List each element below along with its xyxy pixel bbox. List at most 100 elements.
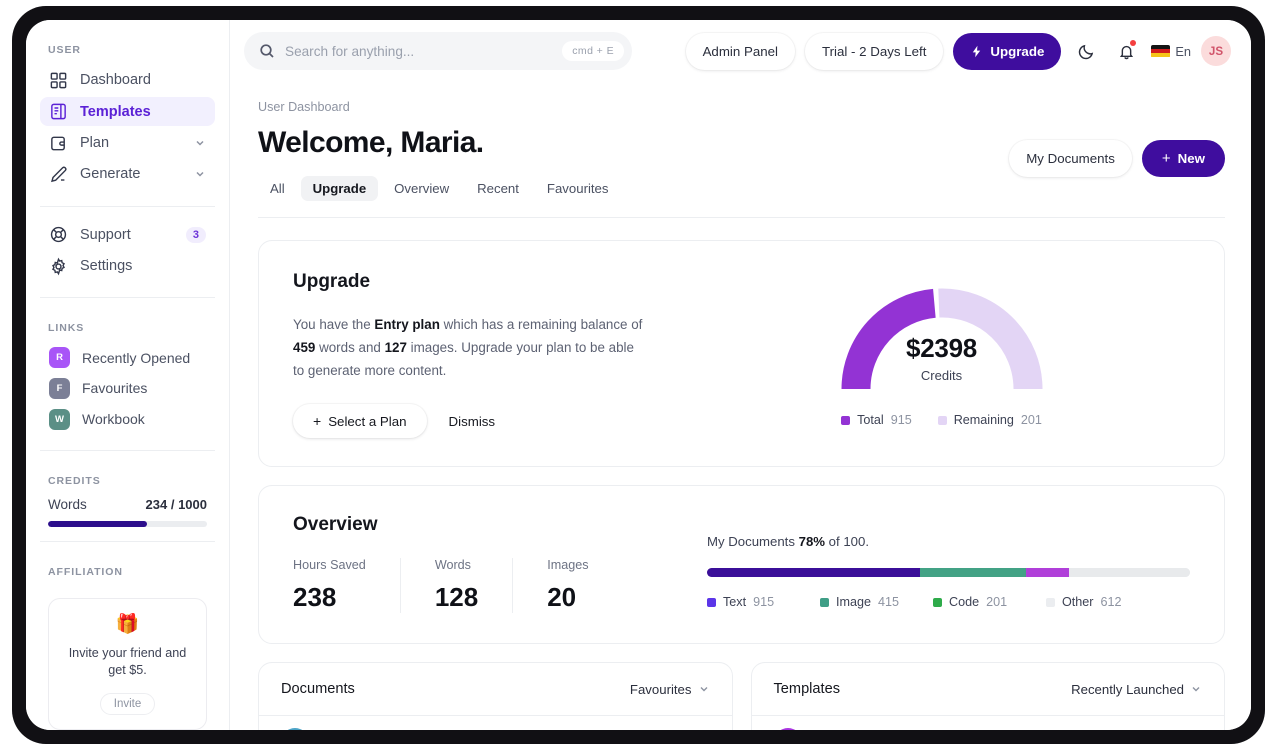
search-shortcut-badge: cmd + E xyxy=(562,41,624,61)
language-selector[interactable]: En xyxy=(1151,36,1191,66)
tab-overview[interactable]: Overview xyxy=(394,181,450,196)
sidebar-item-label: Support xyxy=(80,226,131,243)
trial-status-pill[interactable]: Trial - 2 Days Left xyxy=(804,32,944,70)
documents-card-header: Documents Favourites xyxy=(259,663,732,717)
sidebar-item-plan[interactable]: Plan xyxy=(40,129,215,157)
tab-recent[interactable]: Recent xyxy=(477,181,519,196)
documents-card: Documents Favourites Untitled Document i… xyxy=(258,662,733,730)
dark-mode-toggle[interactable] xyxy=(1071,36,1101,66)
templates-filter-label: Recently Launched xyxy=(1071,681,1184,697)
upgrade-text-part: You have the xyxy=(293,317,375,332)
upgrade-text-part: images. Upgrade your plan to be able to … xyxy=(293,340,634,379)
sidebar-item-settings[interactable]: Settings xyxy=(40,252,215,280)
sidebar-divider-2 xyxy=(40,297,215,299)
upgrade-button-label: Upgrade xyxy=(990,43,1045,59)
legend-label: Remaining xyxy=(953,413,1014,427)
overview-card-title: Overview xyxy=(293,514,378,536)
sidebar-item-generate[interactable]: Generate xyxy=(40,160,215,188)
sidebar-item-support[interactable]: Support 3 xyxy=(40,221,215,249)
stat-label: Words xyxy=(434,558,471,573)
select-a-plan-button[interactable]: + Select a Plan xyxy=(293,404,427,439)
link-key-badge: W xyxy=(49,408,70,430)
legend-swatch xyxy=(820,597,829,607)
sidebar-section-links: LINKS xyxy=(48,322,85,335)
search-input-placeholder[interactable]: Search for anything... xyxy=(285,43,415,59)
support-badge: 3 xyxy=(185,226,206,243)
bell-icon xyxy=(1119,45,1133,59)
sidebar-divider-1 xyxy=(40,205,215,207)
lifebuoy-icon xyxy=(49,225,68,244)
documents-stacked-bar-chart: My Documents 78% of 100. Text 915 xyxy=(683,514,1190,613)
sidebar-item-label: Dashboard xyxy=(80,72,151,89)
stat-hours-saved: Hours Saved 238 xyxy=(293,558,401,614)
credits-label: Words xyxy=(48,497,87,513)
list-item[interactable]: Blog Post Title in Workbook xyxy=(752,716,1225,730)
language-label: En xyxy=(1175,43,1191,59)
credits-gauge-chart: $2398 Credits Total 915 xyxy=(693,271,1190,438)
upgrade-card: Upgrade You have the Entry plan which ha… xyxy=(258,240,1225,468)
sidebar-item-label: Generate xyxy=(80,166,141,183)
sidebar-link-workbook[interactable]: W Workbook xyxy=(40,406,215,433)
legend-item-code: Code 201 xyxy=(933,595,1046,609)
german-flag-icon xyxy=(1151,44,1171,58)
stat-value: 128 xyxy=(434,582,479,613)
templates-card: Templates Recently Launched Blog Post Ti… xyxy=(750,662,1225,730)
legend-label: Text xyxy=(723,595,747,610)
upgrade-button[interactable]: Upgrade xyxy=(953,32,1062,70)
legend-swatch xyxy=(937,415,947,425)
legend-item-total: Total 915 xyxy=(841,413,912,427)
notifications-button[interactable] xyxy=(1111,36,1141,66)
new-button-label: New xyxy=(1177,151,1205,166)
templates-filter-dropdown[interactable]: Recently Launched xyxy=(1071,682,1202,697)
list-item[interactable]: Untitled Document in Workbook xyxy=(259,716,732,730)
sidebar-item-label: Templates xyxy=(80,103,151,120)
documents-filter-dropdown[interactable]: Favourites xyxy=(630,682,710,697)
stacked-bar-segment xyxy=(707,568,920,578)
invite-button[interactable]: Invite xyxy=(99,693,156,716)
tab-all[interactable]: All xyxy=(270,181,285,196)
stacked-bar-segment xyxy=(1025,568,1070,578)
dismiss-button[interactable]: Dismiss xyxy=(448,413,496,429)
tab-upgrade[interactable]: Upgrade xyxy=(300,176,379,201)
chevron-down-icon xyxy=(196,141,204,146)
templates-card-header: Templates Recently Launched xyxy=(751,663,1224,717)
device-frame: USER Dashboard Templates xyxy=(12,6,1265,744)
sidebar-item-templates[interactable]: Templates xyxy=(40,97,215,126)
admin-panel-button[interactable]: Admin Panel xyxy=(685,32,795,70)
templates-card-title: Templates xyxy=(773,681,841,698)
legend-value: 612 xyxy=(1100,595,1122,610)
plan-name: Entry plan xyxy=(374,317,440,332)
pen-icon xyxy=(49,165,68,184)
search-bar[interactable]: Search for anything... cmd + E xyxy=(244,32,632,70)
legend-swatch xyxy=(1046,597,1055,607)
gauge-center-text: $2398 Credits xyxy=(827,333,1057,383)
legend-label: Total xyxy=(857,413,884,427)
my-documents-button[interactable]: My Documents xyxy=(1009,140,1132,177)
hero-section: User Dashboard Welcome, Maria. All Upgra… xyxy=(230,82,1251,218)
avatar[interactable]: JS xyxy=(1201,36,1231,66)
upgrade-card-text: You have the Entry plan which has a rema… xyxy=(293,313,645,382)
tab-favourites[interactable]: Favourites xyxy=(546,181,609,196)
sidebar-section-affiliation: AFFILIATION xyxy=(48,566,123,579)
link-key-badge: F xyxy=(49,377,70,399)
credits-row: Words 234 / 1000 xyxy=(40,497,215,512)
images-remaining: 127 xyxy=(384,340,407,356)
new-button[interactable]: + New xyxy=(1141,140,1225,177)
search-icon xyxy=(260,44,274,58)
stat-label: Hours Saved xyxy=(293,558,366,573)
wallet-icon xyxy=(49,134,68,153)
bottom-cards: Documents Favourites Untitled Document i… xyxy=(258,662,1225,730)
sidebar-item-dashboard[interactable]: Dashboard xyxy=(40,66,215,94)
sidebar-link-favourites[interactable]: F Favourites xyxy=(40,375,215,402)
stat-value: 238 xyxy=(293,582,337,613)
sidebar-item-label: Settings xyxy=(80,258,133,275)
caption-part: My Documents xyxy=(707,534,799,550)
sidebar-link-recently-opened[interactable]: R Recently Opened xyxy=(40,344,215,371)
stacked-bar-legend: Text 915 Image 415 Code 20 xyxy=(707,595,1190,609)
gauge-graphic: $2398 Credits xyxy=(827,271,1057,395)
stat-value: 20 xyxy=(547,582,577,613)
gauge-svg xyxy=(841,288,1042,390)
sidebar-section-credits: CREDITS xyxy=(48,475,101,488)
chevron-down-icon xyxy=(700,687,707,692)
template-avatar xyxy=(773,728,802,730)
